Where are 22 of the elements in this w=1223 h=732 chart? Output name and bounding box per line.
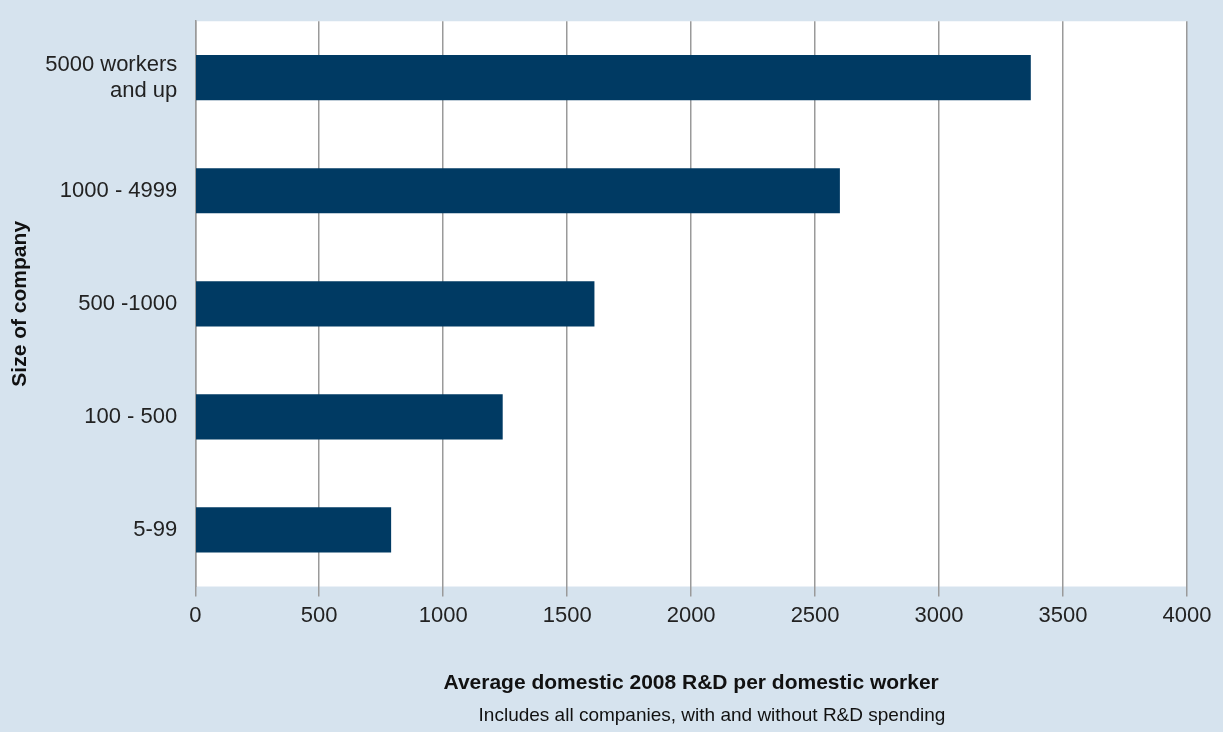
y-tick-label: 1000 - 4999: [59, 176, 178, 202]
x-axis-title: Average domestic 2008 R&D per domestic worker: [443, 670, 939, 694]
bar: [196, 507, 392, 553]
x-tick-label: 1000: [418, 601, 468, 627]
x-tick-label: 0: [189, 601, 202, 627]
bar: [196, 55, 1031, 101]
bar: [196, 394, 503, 440]
x-tick-label: 1500: [542, 601, 592, 627]
y-axis-title: Size of company: [7, 220, 31, 387]
y-tick-label: 5-99: [133, 515, 178, 541]
x-tick-label: 4000: [1162, 601, 1212, 627]
text: Includes all companies, with and without R&D spending: [477, 704, 947, 726]
x-tick-label: 2000: [666, 601, 716, 627]
bar: [196, 281, 595, 327]
y-tick-label: 5000 workers and up: [45, 50, 178, 102]
x-tick-label: 3500: [1038, 601, 1088, 627]
y-tick-label: 100 - 500: [84, 402, 178, 428]
bar: [196, 168, 840, 214]
y-tick-label: 500 -1000: [78, 289, 178, 315]
x-tick-label: 3000: [914, 601, 964, 627]
x-tick-label: 2500: [790, 601, 840, 627]
x-tick-label: 500: [300, 601, 338, 627]
